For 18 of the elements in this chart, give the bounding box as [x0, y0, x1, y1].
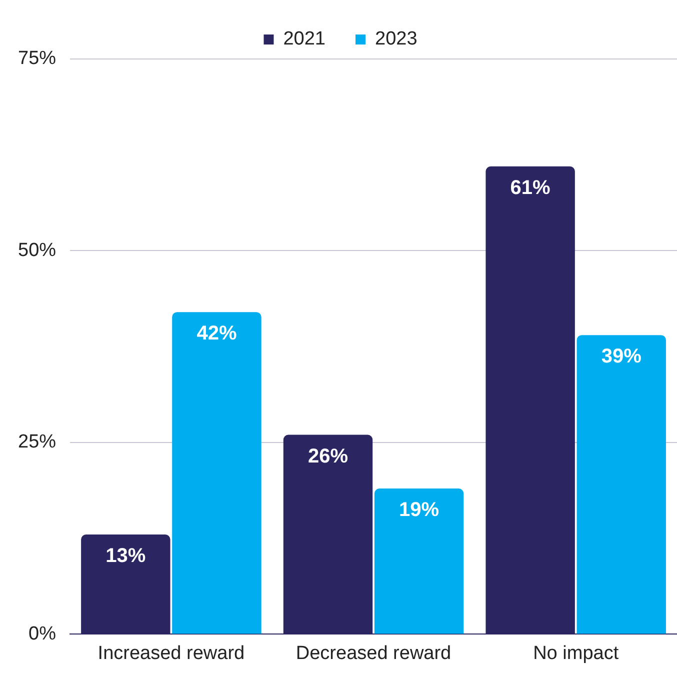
y-tick-label: 25%	[18, 432, 56, 453]
text: 39%	[601, 346, 642, 368]
legend-label: 2021	[283, 28, 326, 50]
y-tick-label: 0%	[28, 623, 56, 644]
text: 13%	[106, 545, 146, 568]
bar	[576, 335, 666, 634]
x-tick-label: Decreased reward	[296, 642, 452, 664]
x-tick-label: No impact	[533, 642, 620, 664]
text: 42%	[196, 322, 237, 345]
y-tick-label: 75%	[18, 48, 56, 70]
bar	[172, 312, 262, 634]
bar	[374, 488, 464, 634]
legend-label: 2023	[375, 28, 418, 50]
text: 26%	[308, 445, 348, 468]
y-tick-label: 50%	[18, 240, 56, 261]
text: 19%	[399, 499, 440, 521]
text: 61%	[510, 176, 550, 199]
x-tick-label: Increased reward	[98, 642, 245, 664]
